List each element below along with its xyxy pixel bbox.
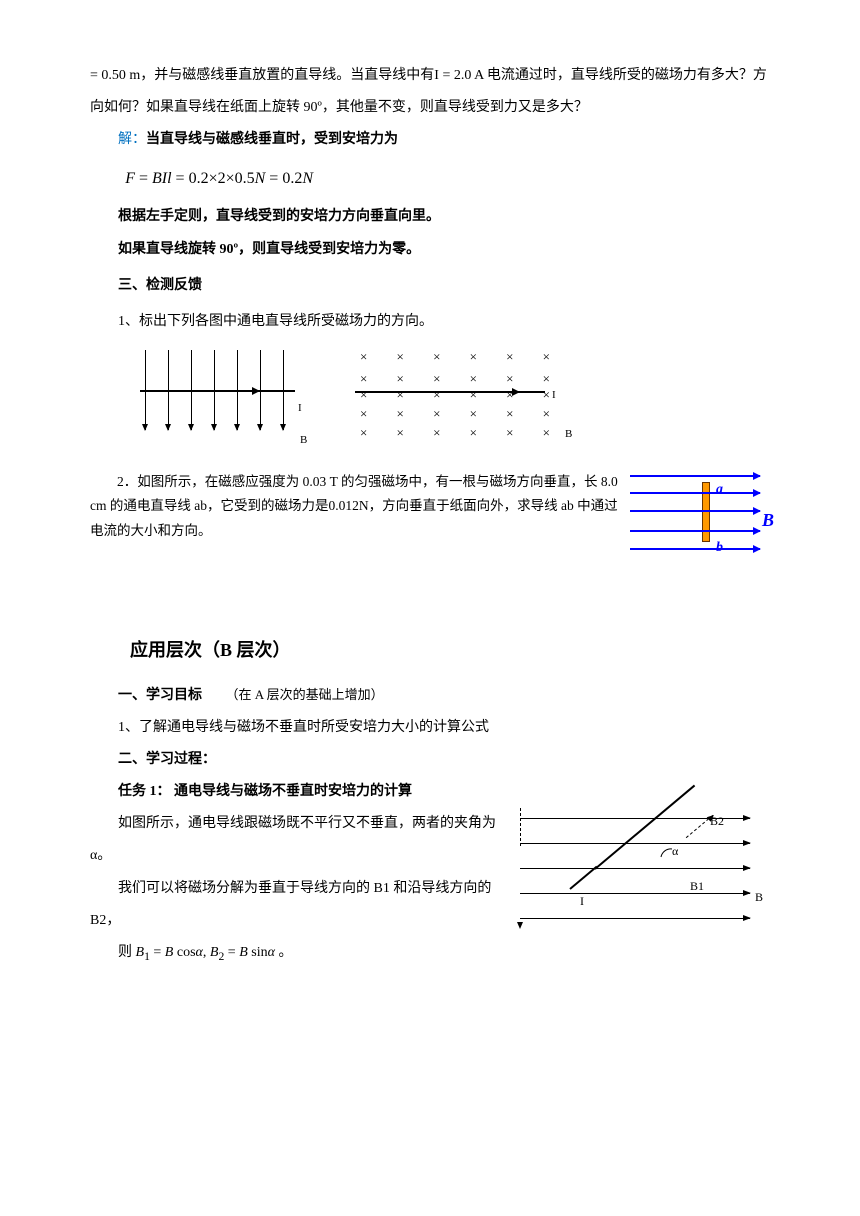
q2-text-block: 2．如图所示，在磁感应强度为 0.03 T 的匀强磁场中，有一根与磁场方向垂直，… (90, 470, 620, 543)
fig2-label: B (762, 500, 774, 541)
task1-p1: 如图所示，通电导线跟磁场既不平行又不垂直，两者的夹角为α。 (90, 808, 505, 872)
fig-right: I B ×××××××××××××××××××××××××××××× (360, 350, 560, 440)
fig3-wire-lower (569, 866, 597, 890)
field-line (630, 548, 760, 550)
q1-figures: I B I B ×××××××××××××××××××××××××××××× (140, 350, 770, 440)
task1-heading: 任务 1： 通电导线与磁场不垂直时安培力的计算 (90, 776, 770, 808)
q2-wrap: 2．如图所示，在磁感应强度为 0.03 T 的匀强磁场中，有一根与磁场方向垂直，… (90, 470, 770, 560)
fig-left-label-I: I (298, 396, 302, 421)
s1-heading: 一、学习目标 (118, 688, 202, 703)
solution-label: 解： (118, 132, 146, 147)
field-line (520, 893, 750, 894)
field-line (520, 843, 750, 844)
field-line (630, 492, 760, 494)
fig3-label-B2: B2 (710, 808, 724, 836)
s2-heading: 二、学习过程： (90, 744, 770, 776)
formula-F: F = BIl = 0.2×2×0.5N = 0.2N (90, 161, 770, 198)
field-arrow (191, 350, 192, 430)
x-row: ×××××× (360, 426, 550, 439)
fig-right-label-B: B (565, 422, 572, 447)
task1-p2: 我们可以将磁场分解为垂直于导线方向的 B1 和沿导线方向的 B2， (90, 873, 505, 937)
result-2: 如果直导线旋转 90º，则直导线受到安培力为零。 (90, 234, 770, 266)
q1-text: 1、标出下列各图中通电直导线所受磁场力的方向。 (90, 306, 770, 338)
fig-left: I B (140, 350, 320, 440)
task1-block: 如图所示，通电导线跟磁场既不平行又不垂直，两者的夹角为α。 我们可以将磁场分解为… (90, 808, 770, 970)
fig-right-label-I: I (552, 383, 556, 408)
fig2-bar (702, 482, 710, 542)
x-row: ×××××× (360, 372, 550, 385)
field-arrow (168, 350, 169, 430)
task1-formula: 则 B1 = B cosα, B2 = B sinα 。 (90, 937, 505, 971)
field-arrow (260, 350, 261, 430)
levelB-heading: 应用层次（B 层次） (130, 630, 770, 671)
fig3-label-B1: B1 (690, 873, 704, 901)
field-arrow (237, 350, 238, 430)
field-line (520, 918, 750, 919)
x-row: ×××××× (360, 350, 550, 363)
fig-left-wire (140, 390, 295, 392)
fig3: B B1 B2 I α (520, 808, 770, 928)
field-arrow (214, 350, 215, 430)
s1-heading-line: 一、学习目标 （在 A 层次的基础上增加） (90, 680, 770, 712)
section3-heading: 三、检测反馈 (90, 270, 770, 302)
solution-line: 解：当直导线与磁感线垂直时，受到安培力为 (90, 124, 770, 156)
fig2: abB (630, 470, 770, 560)
field-line (630, 510, 760, 512)
field-line (520, 868, 750, 869)
intro-paragraph: = 0.50 m，并与磁感线垂直放置的直导线。当直导线中有I = 2.0 A 电… (90, 60, 770, 124)
field-arrow (145, 350, 146, 430)
fig3-alpha-arc (658, 844, 680, 866)
s1-item: 1、了解通电导线与磁场不垂直时所受安培力大小的计算公式 (90, 712, 770, 744)
fig2-label: b (716, 532, 723, 564)
field-line (520, 818, 750, 819)
solution-text: 当直导线与磁感线垂直时，受到安培力为 (146, 132, 398, 147)
field-line (630, 475, 760, 477)
task1-text: 如图所示，通电导线跟磁场既不平行又不垂直，两者的夹角为α。 我们可以将磁场分解为… (90, 808, 505, 970)
x-row: ×××××× (360, 407, 550, 420)
field-arrow (283, 350, 284, 430)
fig-left-label-B: B (300, 428, 307, 453)
result-1: 根据左手定则，直导线受到的安培力方向垂直向里。 (90, 201, 770, 233)
q2-text: 2．如图所示，在磁感应强度为 0.03 T 的匀强磁场中，有一根与磁场方向垂直，… (90, 470, 620, 543)
fig3-label-B: B (755, 884, 763, 912)
s1-note: （在 A 层次的基础上增加） (226, 687, 384, 702)
x-row: ×××××× (360, 388, 550, 401)
fig2-label: a (716, 474, 723, 506)
field-line (630, 530, 760, 532)
